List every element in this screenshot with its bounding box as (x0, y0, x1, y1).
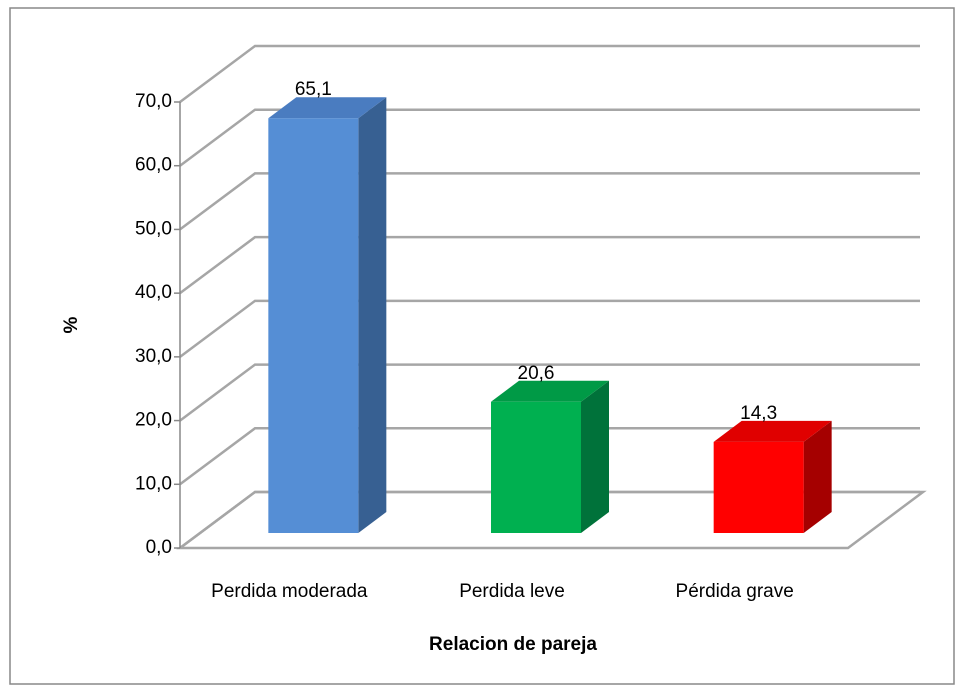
bar-top (713, 420, 832, 442)
grid-line (179, 44, 920, 104)
data-label: 14,3 (740, 403, 777, 424)
grid-line (179, 172, 920, 231)
bar (491, 401, 581, 533)
y-tick-label: 0,0 (146, 537, 172, 558)
x-tick-label: Perdida moderada (211, 581, 368, 602)
y-tick-label: 50,0 (135, 218, 172, 239)
grid-line (179, 490, 920, 550)
x-tick-label: Pérdida grave (676, 581, 794, 602)
data-label: 65,1 (295, 79, 332, 100)
bar (713, 441, 804, 533)
grid-line (179, 108, 920, 167)
grid-line (179, 299, 920, 358)
grid-line (179, 363, 920, 422)
grid-line (179, 427, 920, 486)
grid-line (179, 235, 920, 295)
bar-side (581, 380, 609, 533)
y-tick-label: 40,0 (135, 282, 172, 303)
y-tick-label: 70,0 (135, 91, 172, 112)
bar (268, 118, 359, 533)
chart-frame (9, 7, 955, 685)
x-axis-title: Relacion de pareja (429, 634, 597, 655)
y-tick-label: 10,0 (135, 473, 172, 494)
bar-top (268, 97, 387, 119)
bar-side (358, 97, 387, 533)
data-label: 20,6 (518, 363, 555, 384)
y-tick-label: 60,0 (135, 155, 172, 176)
x-tick-label: Perdida leve (459, 581, 565, 602)
bar-top (491, 380, 609, 402)
bar-side (803, 420, 832, 533)
y-tick-label: 30,0 (135, 346, 172, 367)
y-tick-label: 20,0 (135, 410, 172, 431)
y-axis-title: % (61, 316, 82, 333)
